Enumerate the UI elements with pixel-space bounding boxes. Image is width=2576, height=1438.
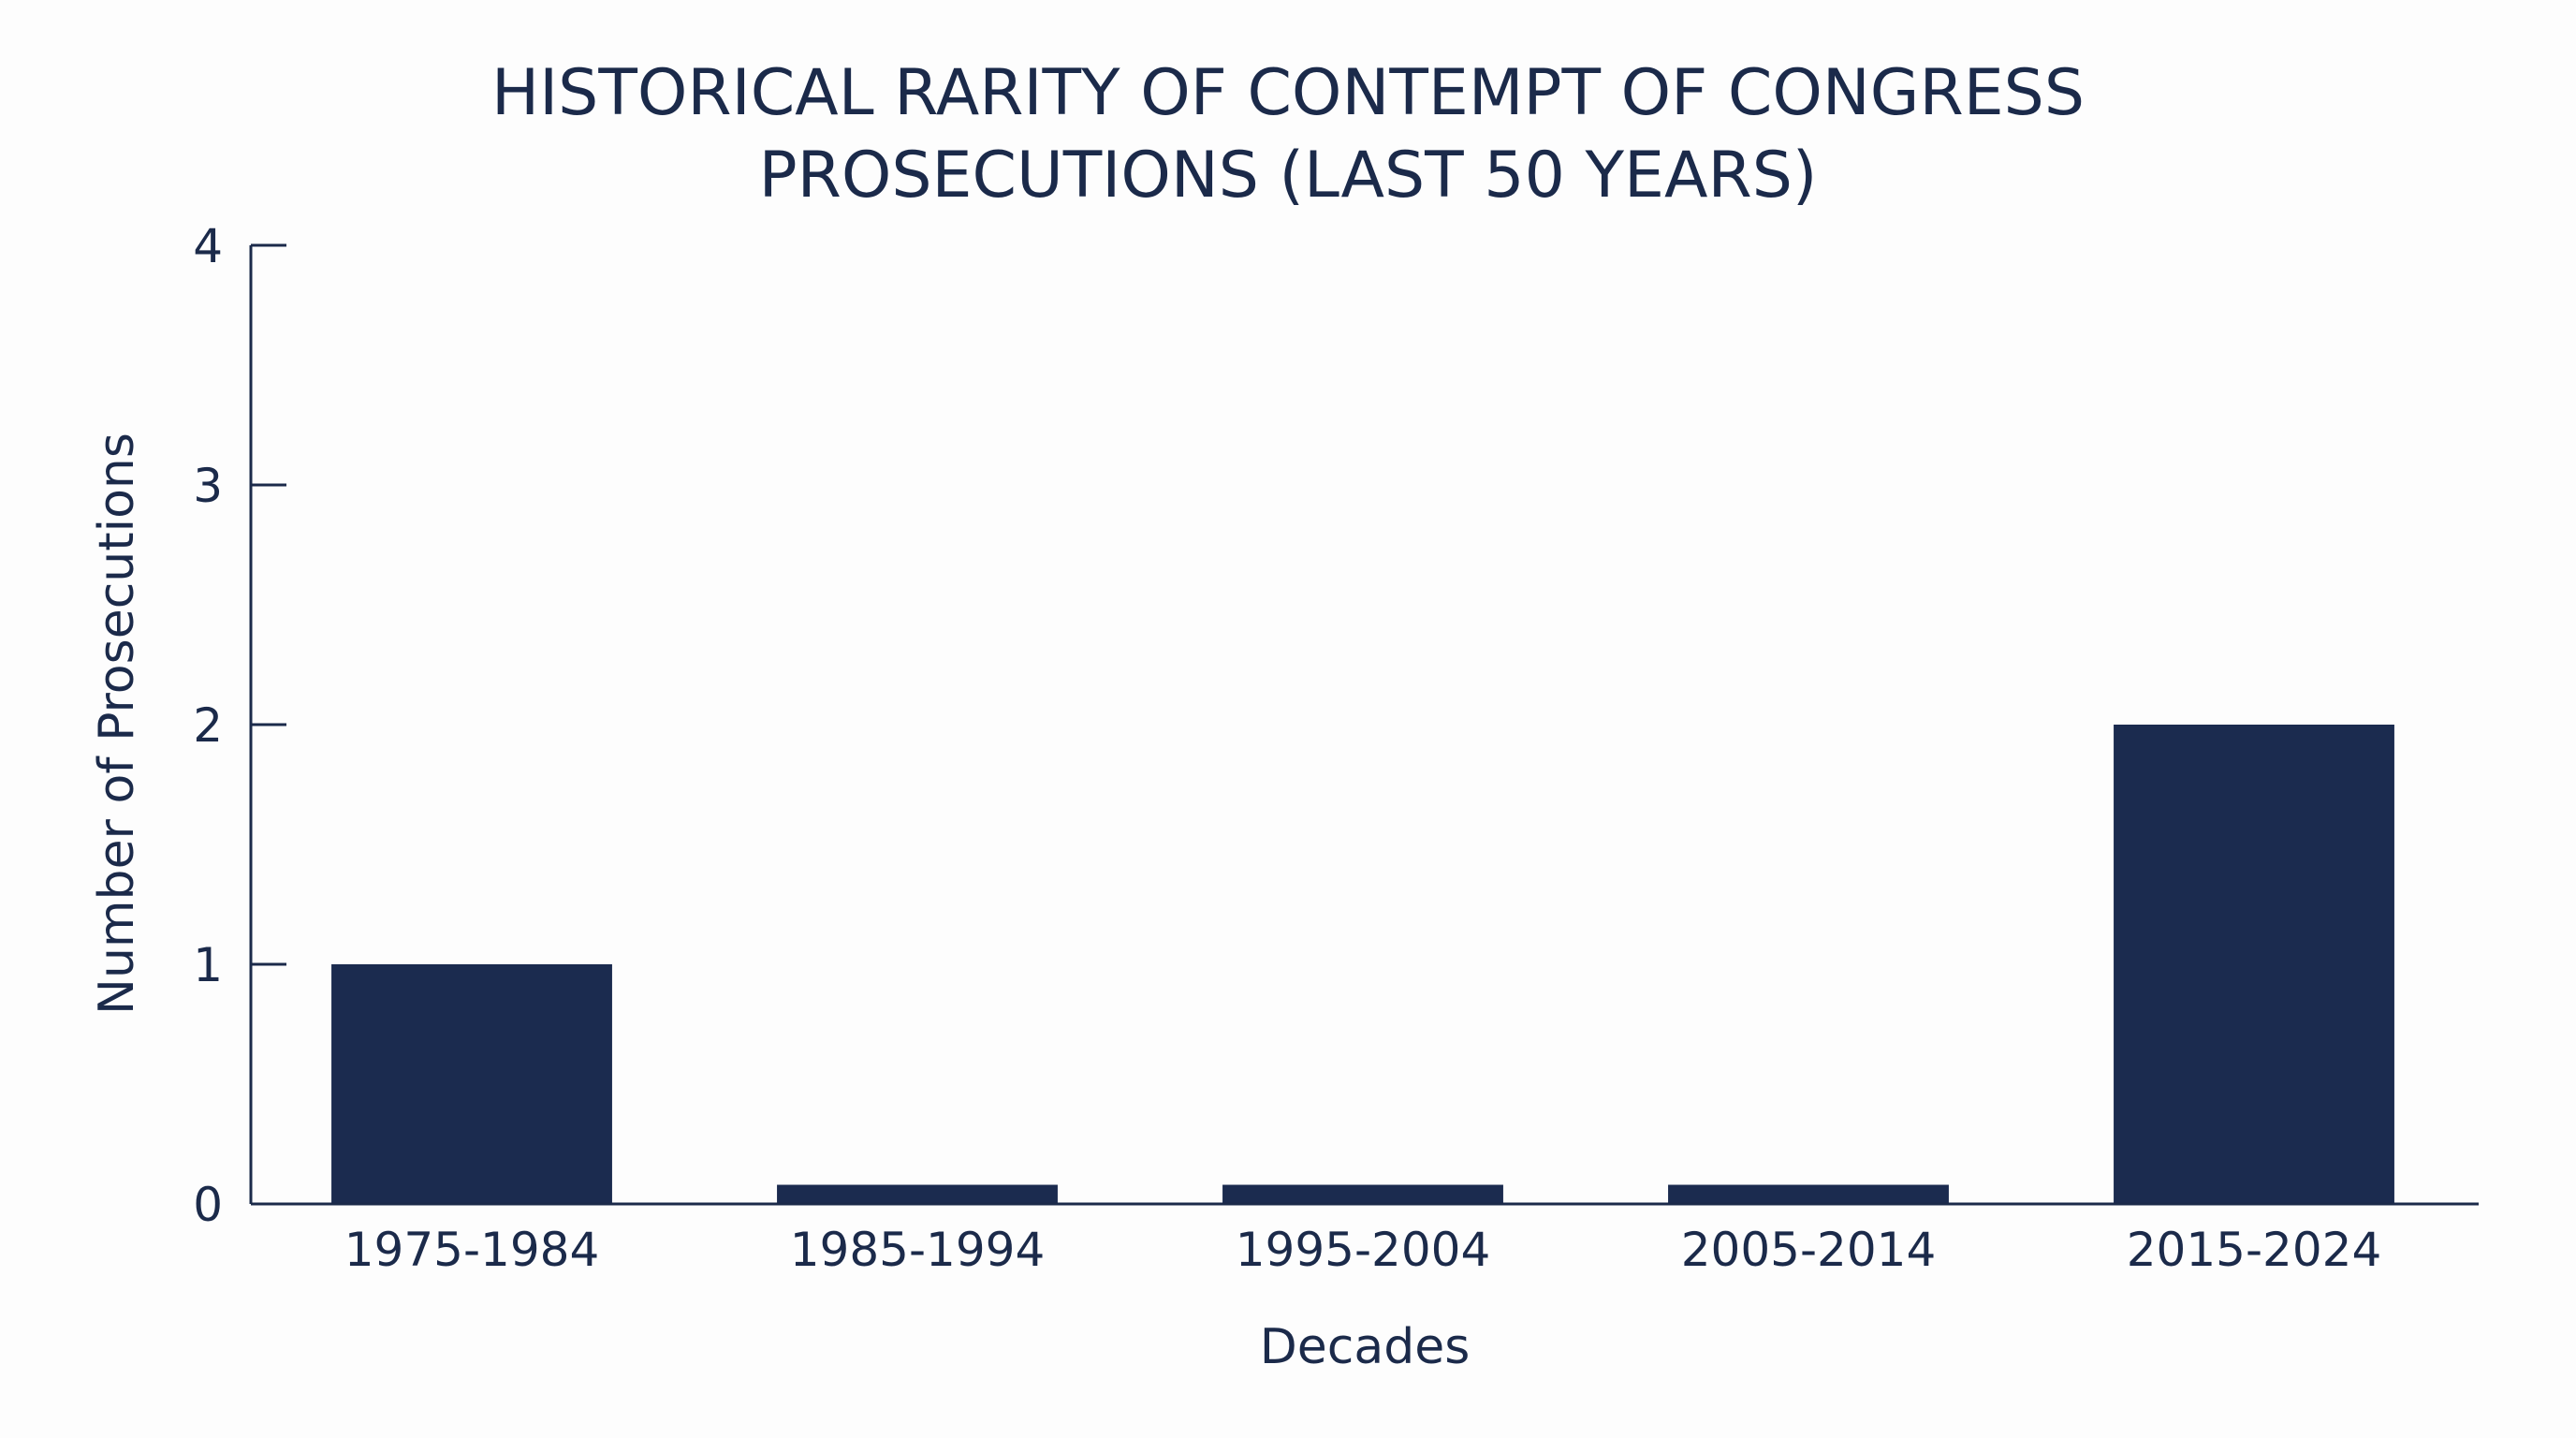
y-axis-label: Number of Prosecutions xyxy=(89,433,145,1015)
x-axis-ticks: 1975-1984 1985-1994 1995-2004 2005-2014 2015… xyxy=(344,1223,2382,1277)
x-tick-label: 1975-1984 xyxy=(344,1223,600,1277)
y-tick-label: 1 xyxy=(193,938,223,992)
bars-group xyxy=(331,725,2394,1204)
y-tick-label: 3 xyxy=(193,459,223,513)
y-tick-label: 4 xyxy=(193,219,223,273)
bar-1975-1984 xyxy=(331,964,612,1204)
chart-title-line-2: PROSECUTIONS (LAST 50 YEARS) xyxy=(759,139,1818,213)
y-axis-ticks: 0 1 2 3 4 xyxy=(193,219,286,1232)
bar-2015-2024 xyxy=(2114,725,2394,1204)
bar-1985-1994 xyxy=(777,1184,1058,1204)
y-tick-label: 0 xyxy=(193,1178,223,1232)
x-axis-label: Decades xyxy=(1260,1319,1471,1375)
bar-1995-2004 xyxy=(1222,1184,1503,1204)
x-tick-label: 1985-1994 xyxy=(790,1223,1046,1277)
x-tick-label: 2015-2024 xyxy=(2127,1223,2382,1277)
bar-2005-2014 xyxy=(1668,1184,1949,1204)
y-tick-label: 2 xyxy=(193,698,223,753)
x-tick-label: 1995-2004 xyxy=(1236,1223,1491,1277)
x-tick-label: 2005-2014 xyxy=(1681,1223,1937,1277)
chart-title-line-1: HISTORICAL RARITY OF CONTEMPT OF CONGRES… xyxy=(491,56,2085,130)
